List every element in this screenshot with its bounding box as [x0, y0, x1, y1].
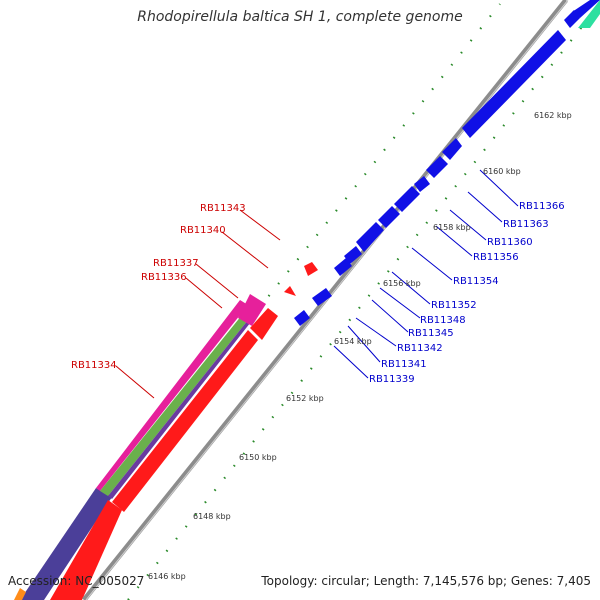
leader-RB11340 — [221, 231, 269, 269]
gene-label-RB11345: RB11345 — [408, 328, 454, 339]
leader-RB11345 — [371, 299, 409, 333]
gene-label-RB11340: RB11340 — [180, 225, 226, 236]
scale-labels: 6146 kbp 6148 kbp 6150 kbp 6152 kbp 6154… — [148, 111, 572, 581]
gene-label-RB11360: RB11360 — [487, 237, 533, 248]
forward-gene-RB11352 — [378, 206, 400, 228]
leader-RB11354 — [411, 247, 453, 281]
leader-RB11337 — [195, 263, 239, 299]
forward-gene-RB11339 — [294, 310, 310, 326]
scale-label: 6148 kbp — [193, 512, 231, 521]
leader-RB11356 — [435, 225, 473, 257]
reverse-gene-RB11334 — [50, 500, 122, 600]
forward-gene-RB11366 — [462, 30, 566, 138]
gene-label-RB11363: RB11363 — [503, 219, 549, 230]
forward-gene-RB11348 — [356, 222, 384, 252]
gene-label-RB11354: RB11354 — [453, 276, 499, 287]
leader-RB11360 — [449, 209, 487, 241]
gene-label-RB11337: RB11337 — [153, 258, 199, 269]
cog-band-orange — [14, 588, 26, 600]
forward-gene-RB11342 — [334, 258, 352, 276]
genome-summary-text: Topology: circular; Length: 7,145,576 bp… — [261, 574, 591, 588]
cog-band-magenta-block — [238, 294, 266, 326]
leader-RB11363 — [467, 191, 503, 223]
leader-RB11348 — [379, 287, 421, 319]
gene-label-RB11348: RB11348 — [420, 315, 466, 326]
leader-RB11339 — [333, 345, 369, 379]
reverse-gene-RB11336 — [250, 308, 278, 340]
reverse-gene-labels: RB11343 RB11340 RB11337 RB11336 RB11334 — [71, 203, 246, 371]
leader-RB11341 — [347, 325, 381, 363]
tick-track-inner — [127, 3, 600, 600]
leader-RB11343 — [239, 209, 281, 241]
gene-label-RB11352: RB11352 — [431, 300, 477, 311]
scale-label: 6156 kbp — [383, 279, 421, 288]
forward-gene-RB11354 — [394, 186, 420, 212]
forward-gene-track — [294, 0, 600, 326]
cog-band-purple-2 — [108, 315, 254, 499]
reverse-gene-RB11337 — [284, 286, 296, 296]
gene-label-RB11339: RB11339 — [369, 374, 415, 385]
forward-gene-RB11356 — [414, 176, 430, 192]
leader-RB11342 — [355, 317, 397, 347]
cog-band-purple — [20, 488, 112, 600]
leader-RB11352 — [391, 271, 431, 305]
leader-lines — [115, 169, 519, 399]
gene-label-RB11342: RB11342 — [397, 343, 443, 354]
cog-band-teal — [578, 0, 600, 28]
accession-text: Accession: NC_005027 — [8, 574, 145, 588]
leader-RB11366 — [479, 169, 519, 207]
gene-label-RB11336: RB11336 — [141, 272, 187, 283]
forward-gene-labels: RB11366 RB11363 RB11360 RB11356 RB11354 … — [369, 201, 565, 385]
leader-RB11336 — [185, 277, 223, 309]
forward-gene-top-2 — [572, 0, 600, 18]
reverse-gene-RB11340 — [304, 262, 318, 276]
cog-band-magenta — [96, 300, 248, 491]
map-title: Rhodopirellula baltica SH 1, complete ge… — [137, 9, 463, 25]
forward-gene-RB11341 — [312, 288, 332, 306]
leader-RB11334 — [115, 365, 155, 399]
cog-band — [14, 0, 600, 600]
gene-label-RB11334: RB11334 — [71, 360, 117, 371]
forward-gene-RB11363 — [442, 138, 462, 160]
scale-label: 6150 kbp — [239, 453, 277, 462]
scale-label: 6152 kbp — [286, 394, 324, 403]
reverse-gene-track — [50, 262, 318, 600]
scale-label: 6154 kbp — [334, 337, 372, 346]
gene-label-RB11356: RB11356 — [473, 252, 519, 263]
reverse-gene-RB11334-b — [112, 330, 258, 512]
cog-band-green — [100, 310, 252, 496]
gene-label-RB11343: RB11343 — [200, 203, 246, 214]
genome-backbone-highlight — [85, 0, 569, 600]
scale-label: 6160 kbp — [483, 167, 521, 176]
scale-label: 6162 kbp — [534, 111, 572, 120]
gene-label-RB11341: RB11341 — [381, 359, 427, 370]
scale-label: 6158 kbp — [433, 223, 471, 232]
gene-label-RB11366: RB11366 — [519, 201, 565, 212]
forward-gene-RB11345 — [344, 246, 362, 264]
scale-label: 6146 kbp — [148, 572, 186, 581]
forward-gene-RB11360 — [426, 156, 448, 178]
